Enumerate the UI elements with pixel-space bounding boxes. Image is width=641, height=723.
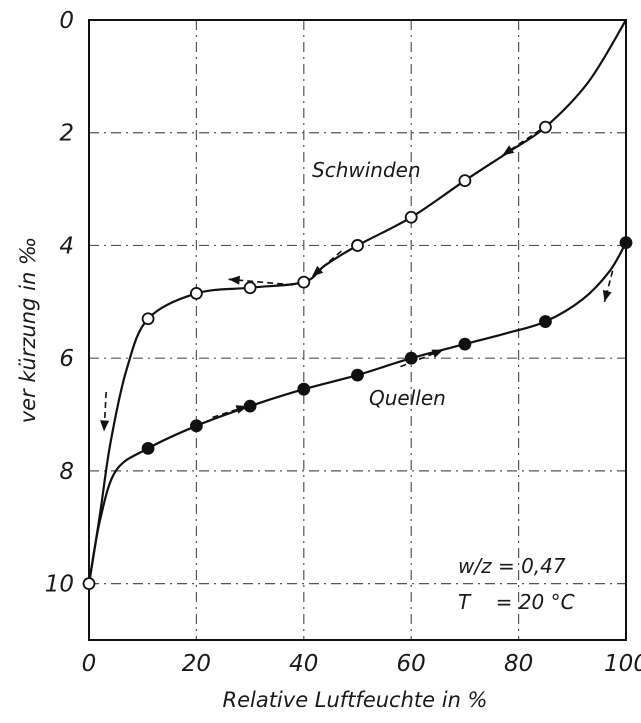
quellen-label: Quellen: [369, 386, 446, 410]
series-curves: [87, 19, 627, 584]
x-tick-labels: 0 20 40 60 80 100: [82, 651, 641, 677]
data-points: [82, 120, 633, 591]
direction-arrow-head: [502, 145, 515, 156]
x-tick-label: 100: [604, 651, 641, 677]
schwinden-data-point: [82, 577, 96, 591]
direction-arrow: [228, 275, 294, 286]
quellen-data-point: [458, 337, 472, 351]
y-tick-label: 0: [59, 8, 74, 34]
quellen-data-point: [351, 368, 364, 382]
x-tick-label: 60: [397, 651, 426, 677]
y-tick-label: 6: [59, 346, 74, 372]
schwinden-data-point: [351, 239, 364, 252]
direction-arrow-head: [228, 275, 240, 285]
wz-label: w/z = 0,47: [458, 554, 566, 578]
quellen-data-point: [243, 399, 257, 413]
quellen-curve: [87, 242, 627, 584]
direction-arrow-head: [602, 290, 612, 302]
quellen-data-point: [141, 441, 155, 455]
direction-arrow-head: [431, 349, 444, 358]
quellen-data-point: [404, 351, 418, 365]
y-tick-label: 4: [59, 233, 74, 259]
direction-arrow-head: [311, 265, 324, 277]
schwinden-curve: [87, 19, 627, 584]
direction-arrow: [502, 129, 541, 156]
quellen-data-point: [539, 315, 552, 328]
y-tick-label: 8: [59, 459, 74, 485]
y-tick-label: 2: [59, 121, 74, 147]
y-tick-label: 10: [45, 572, 74, 598]
direction-arrow: [100, 391, 110, 432]
schwinden-data-point: [141, 312, 155, 326]
schwinden-data-point: [404, 210, 418, 224]
y-tick-labels: 0 2 4 6 8 10: [45, 8, 74, 598]
schwinden-data-point: [189, 286, 203, 300]
x-tick-label: 40: [289, 651, 318, 677]
x-tick-label: 0: [82, 651, 97, 677]
quellen-data-point: [297, 382, 311, 396]
schwinden-data-point: [539, 120, 552, 134]
direction-arrow: [212, 405, 248, 419]
plot-frame: [88, 19, 627, 641]
schwinden-data-point: [297, 275, 311, 289]
schwinden-data-point: [458, 174, 472, 188]
x-tick-label: 80: [504, 651, 533, 677]
quellen-data-point: [189, 419, 203, 433]
quellen-data-point: [619, 236, 633, 250]
schwinden-label: Schwinden: [312, 158, 421, 182]
direction-arrow: [602, 270, 614, 303]
schwinden-data-point: [243, 281, 257, 295]
direction-arrows: [100, 129, 614, 432]
direction-arrow-shaft: [603, 270, 614, 303]
direction-arrow-shaft: [400, 348, 444, 368]
temperature-label: T = 20 °C: [458, 590, 575, 614]
x-tick-label: 20: [182, 651, 211, 677]
direction-arrow-shaft: [502, 129, 541, 156]
x-axis-label: Relative Luftfeuchte in %: [222, 688, 487, 712]
direction-arrow: [400, 348, 444, 368]
direction-arrow: [311, 250, 342, 278]
grid-lines: [89, 20, 626, 640]
direction-arrow-head: [100, 420, 110, 432]
y-axis-label: ver kürzung in ‰: [16, 237, 40, 424]
